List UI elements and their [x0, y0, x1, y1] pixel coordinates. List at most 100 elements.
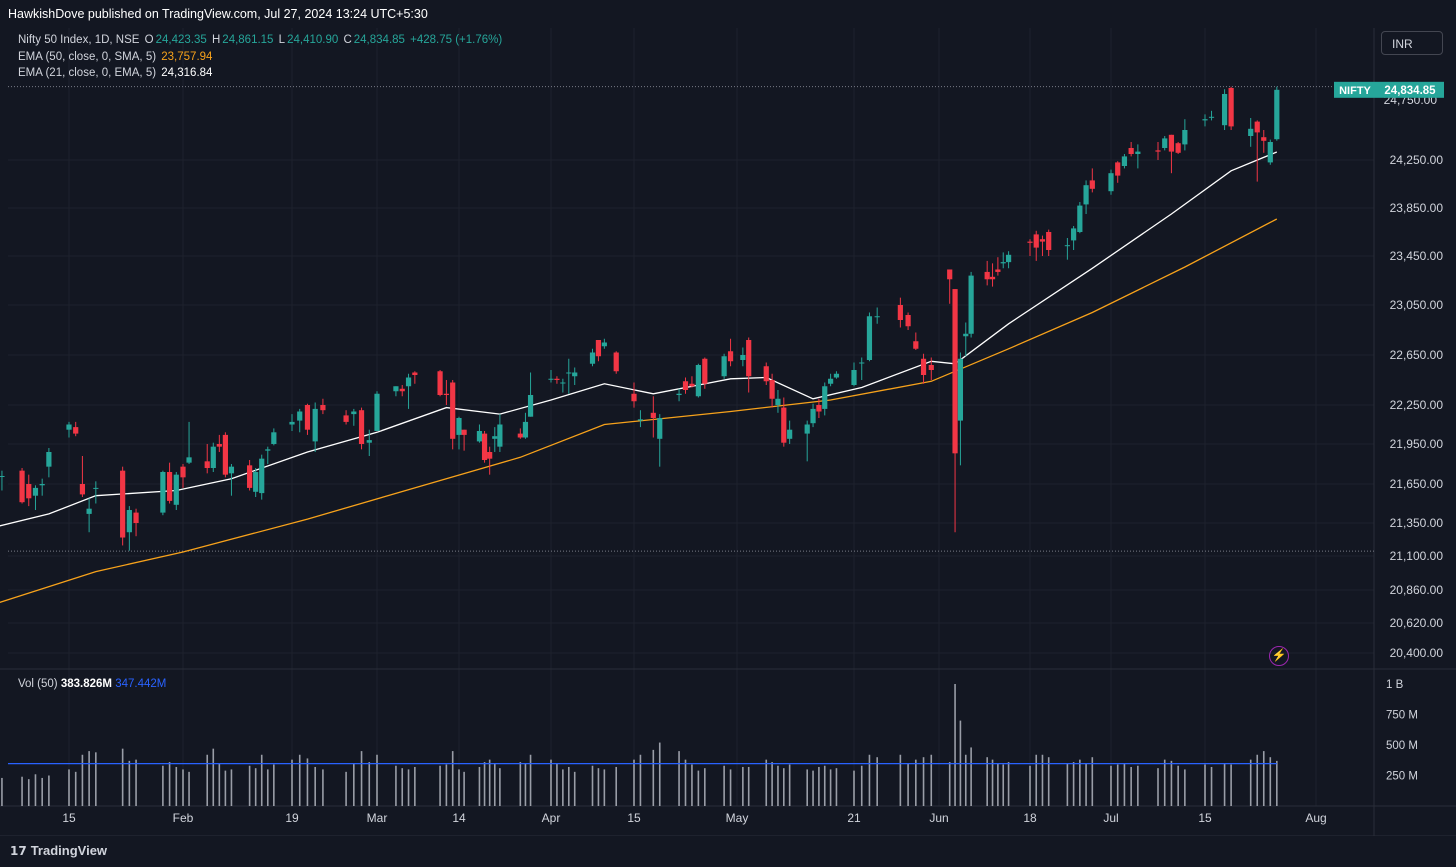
lightning-icon[interactable]: ⚡ — [1269, 646, 1289, 666]
volume-bar — [168, 762, 171, 806]
open-label: O — [144, 34, 154, 46]
volume-bar — [1170, 760, 1173, 806]
candle — [160, 472, 166, 513]
ema21-legend[interactable]: EMA (21, close, 0, EMA, 5) 24,316.84 — [18, 67, 214, 79]
candle — [905, 315, 911, 327]
volume-bar — [591, 765, 594, 806]
volume-bar — [948, 762, 951, 806]
candle — [727, 351, 734, 362]
time-tick-label: Feb — [173, 811, 194, 825]
candle — [1168, 134, 1175, 152]
volume-bar — [1157, 768, 1159, 806]
volume-bar — [524, 763, 527, 806]
volume-bar — [556, 763, 558, 806]
volume-bar — [48, 775, 50, 806]
volume-bar — [529, 754, 532, 806]
candle — [405, 377, 412, 387]
candle — [613, 352, 619, 372]
time-tick-label: Jun — [929, 811, 948, 825]
volume-bar — [823, 765, 826, 806]
volume-bar — [322, 769, 324, 806]
candle — [822, 386, 828, 409]
candle — [522, 421, 529, 438]
candle — [271, 432, 277, 444]
volume-bar — [1137, 765, 1139, 806]
candle — [343, 415, 349, 422]
candle — [566, 372, 572, 374]
volume-bar — [291, 759, 293, 806]
price-tick-label: 21,350.00 — [1390, 516, 1444, 530]
change-value: +428.75 (+1.76%) — [410, 34, 503, 46]
volume-bar — [206, 754, 209, 806]
volume-bar — [970, 747, 972, 806]
volume-bar — [1072, 762, 1075, 806]
volume-bar — [1256, 754, 1259, 806]
candle — [1005, 254, 1012, 263]
candle — [297, 411, 303, 421]
volume-bar — [1130, 766, 1132, 806]
volume-bar — [1035, 754, 1038, 806]
candle — [920, 358, 927, 375]
volume-bar — [922, 757, 925, 806]
candle — [517, 433, 523, 438]
candle — [259, 458, 265, 494]
footer-bar — [0, 836, 1456, 867]
candle — [216, 444, 222, 447]
candle — [210, 446, 216, 468]
candle — [816, 405, 822, 412]
candle — [133, 512, 139, 523]
candle — [26, 484, 32, 499]
candle — [874, 316, 880, 318]
candle — [304, 405, 311, 430]
candle — [740, 355, 746, 360]
candle — [120, 470, 126, 538]
candle — [79, 484, 86, 495]
symbol-tag-text: NIFTY — [1339, 85, 1371, 97]
volume-bar — [401, 768, 404, 806]
candle — [1089, 180, 1095, 189]
volume-bar — [451, 751, 454, 806]
candle — [437, 371, 443, 395]
open-value: 24,423.35 — [155, 34, 207, 46]
high-label: H — [211, 34, 221, 46]
volume-bar — [353, 763, 355, 806]
volume-bar — [188, 771, 190, 806]
tradingview-logo[interactable]: 17 TradingView — [10, 843, 107, 858]
price-tick-label: 22,650.00 — [1390, 348, 1444, 362]
volume-bar — [175, 766, 178, 806]
volume-bar — [783, 768, 785, 806]
candle — [450, 382, 456, 439]
volume-bar — [41, 777, 43, 806]
volume-bar — [248, 765, 251, 806]
volume-bar — [34, 774, 37, 806]
candle — [46, 452, 52, 467]
candle — [265, 449, 271, 451]
volume-bar — [21, 776, 23, 806]
volume-bar — [1110, 765, 1112, 806]
candle — [1033, 234, 1039, 248]
price-tick-label: 24,250.00 — [1390, 153, 1444, 167]
volume-bar — [1262, 751, 1265, 806]
volume-bar — [788, 764, 791, 806]
candle — [481, 433, 488, 460]
candle — [1221, 94, 1228, 126]
volume-bar — [697, 770, 700, 806]
volume-bar — [777, 765, 779, 806]
candle — [93, 487, 99, 489]
volume-bar — [1163, 759, 1166, 806]
volume-bar — [1029, 765, 1031, 806]
volume-legend[interactable]: Vol (50) 383.826M 347.442M — [18, 678, 166, 690]
volume-bar — [603, 769, 606, 806]
volume-bar — [121, 748, 124, 806]
ema50-legend[interactable]: EMA (50, close, 0, SMA, 5) 23,757.94 — [18, 51, 214, 63]
last-price-tag-text: 24,834.85 — [1384, 85, 1436, 97]
currency-button[interactable]: INR — [1381, 31, 1443, 55]
time-tick-label: 15 — [627, 811, 641, 825]
ema21-value: 24,316.84 — [161, 67, 213, 79]
candle — [763, 366, 769, 382]
candle — [166, 472, 173, 501]
candle — [1064, 245, 1070, 247]
volume-label: Vol (50) — [18, 678, 58, 690]
volume-bar — [806, 769, 808, 806]
